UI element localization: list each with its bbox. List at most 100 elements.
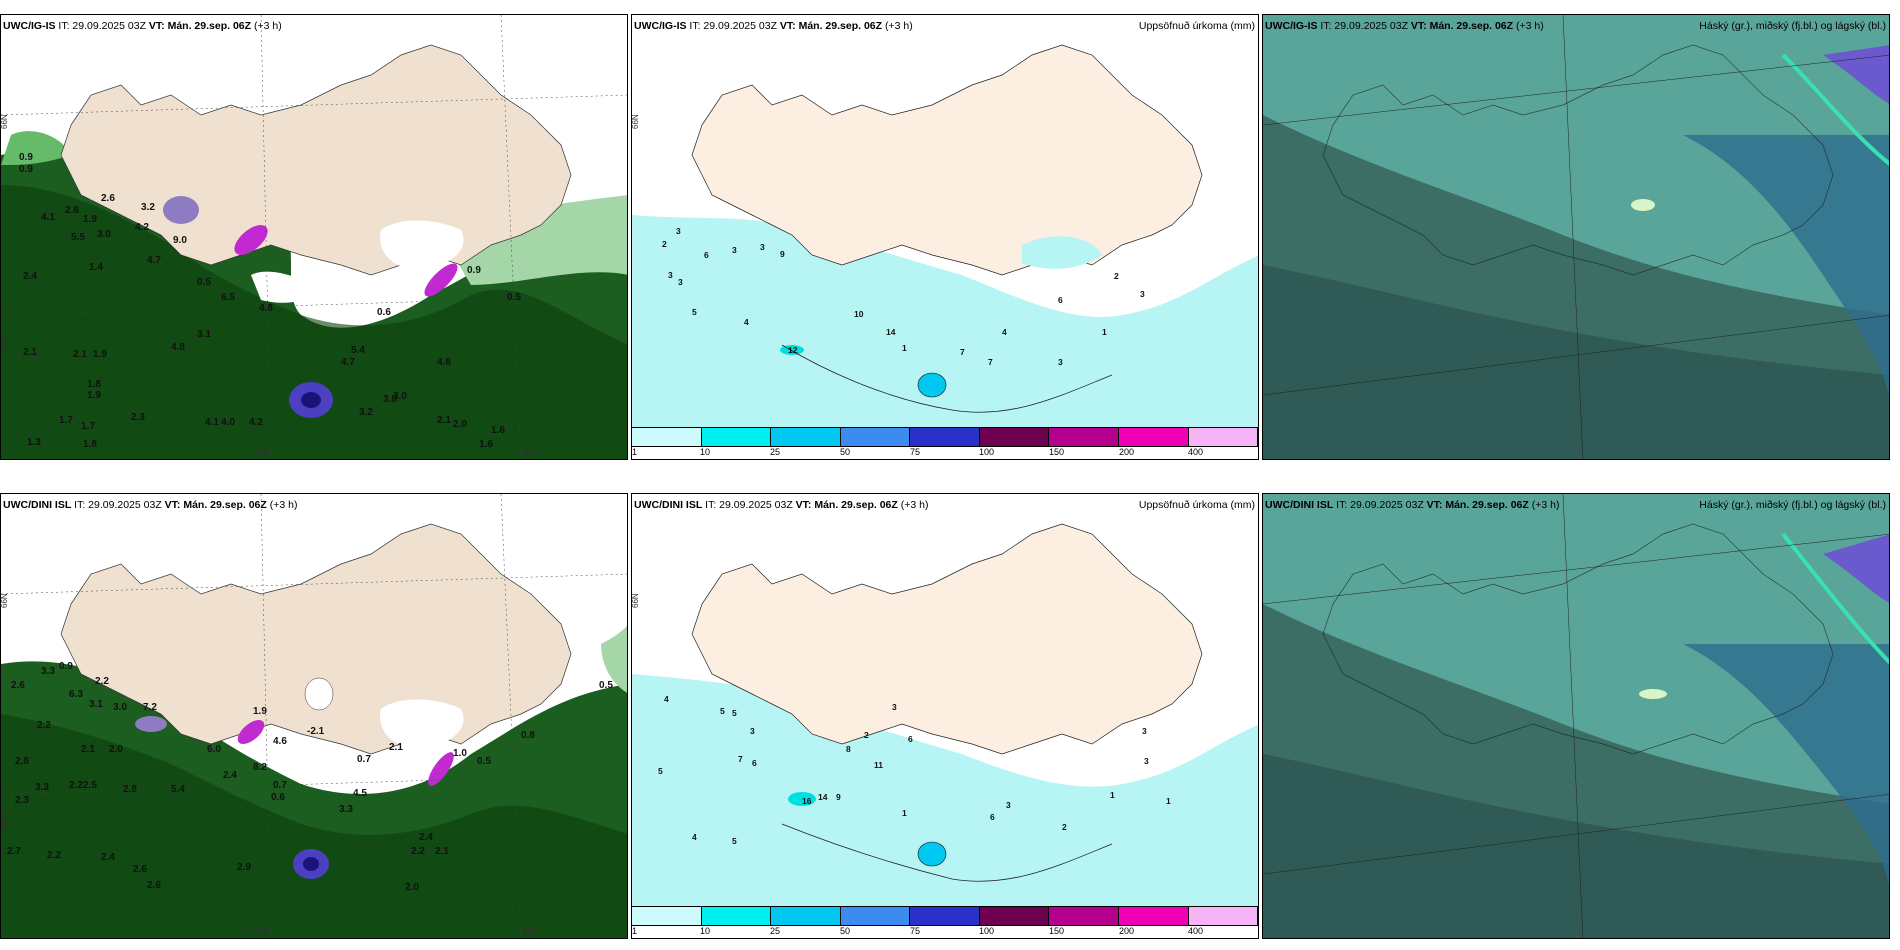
init-time: IT: 29.09.2025 03Z [705, 499, 793, 511]
init-time: IT: 29.09.2025 03Z [1320, 20, 1408, 32]
wind-label: 7.2 [143, 702, 157, 713]
precip-map: 3 2 6 3 3 9 3 3 5 4 10 14 12 1 7 7 4 6 2… [632, 15, 1258, 459]
wind-label: 1.0 [453, 748, 467, 759]
wind-label: 3.2 [359, 407, 373, 418]
precip-label: 14 [886, 327, 896, 337]
precip-label: 8 [846, 744, 851, 754]
colorbar-cell [1049, 907, 1119, 925]
precip-label: 6 [752, 758, 757, 768]
wind-label: 4.8 [171, 342, 185, 353]
lead-time: (+3 h) [900, 499, 929, 511]
precip-label: 1 [902, 808, 907, 818]
wind-label: 2.4 [23, 271, 37, 282]
precip-colorbar [632, 906, 1258, 926]
wind-label: 2.1 [437, 415, 451, 426]
valid-time: VT: Mán. 29.sep. 06Z [1426, 499, 1529, 511]
precip-label: 5 [692, 307, 697, 317]
wind-label: 2.1 [389, 742, 403, 753]
wind-label: 2.7 [7, 846, 21, 857]
wind-label: 0.5 [507, 292, 521, 303]
precip-label: 7 [960, 347, 965, 357]
colorbar-tick: 25 [770, 447, 781, 457]
cloud-map [1263, 15, 1889, 459]
precip-label: 3 [668, 270, 673, 280]
wind-label: 2.8 [123, 784, 137, 795]
panel-header: UWC/IG-IS IT: 29.09.2025 03Z VT: Mán. 29… [634, 20, 913, 32]
precip-label: 3 [750, 726, 755, 736]
wind-label: 6.3 [69, 689, 83, 700]
wind-label: 1.9 [253, 706, 267, 717]
wind-label: 2.1 [435, 846, 449, 857]
precip-label: 2 [662, 239, 667, 249]
precip-label: 6 [704, 250, 709, 260]
precip-label: 1 [902, 343, 907, 353]
panel-header: UWC/IG-IS IT: 29.09.2025 03Z VT: Mán. 29… [3, 20, 282, 32]
wind-label: 4.1 [205, 417, 219, 428]
precip-panel-row1: 3 2 6 3 3 9 3 3 5 4 10 14 12 1 7 7 4 6 2… [631, 14, 1259, 460]
wind-label: 2.1 [23, 347, 37, 358]
valid-time: VT: Mán. 29.sep. 06Z [1410, 20, 1514, 32]
wind-label: -2.1 [307, 726, 325, 737]
lead-time: (+3 h) [1515, 20, 1544, 32]
colorbar-tick: 400 [1188, 447, 1204, 457]
wind-label: 1.9 [87, 390, 101, 401]
wind-label: 2.3 [15, 795, 29, 806]
lat-tick: 65N [1, 334, 9, 349]
wind-label: 2.2 [69, 780, 83, 791]
wind-label: 3.0 [97, 229, 111, 240]
wind-label: 5.4 [171, 784, 185, 795]
wind-label: 0.7 [357, 754, 371, 765]
colorbar-cell [910, 907, 980, 925]
model-name: UWC/DINI ISL [1265, 499, 1334, 511]
wind-label: 6.5 [221, 292, 235, 303]
wind-label: 0.9 [467, 265, 481, 276]
panel-header: UWC/DINI ISL IT: 29.09.2025 03Z VT: Mán.… [1265, 499, 1559, 511]
colorbar-cell [1188, 907, 1258, 925]
wind-label: 4.8 [259, 303, 273, 314]
cloud-map [1263, 494, 1889, 938]
precip-label: 5 [720, 706, 725, 716]
colorbar-tick: 10 [700, 926, 711, 936]
colorbar-tick: 150 [1049, 447, 1065, 457]
wind-label: 1.8 [87, 379, 101, 390]
precip-label: 6 [990, 812, 995, 822]
colorbar-tick: 100 [979, 447, 995, 457]
precip-label: 3 [732, 245, 737, 255]
wind-panel-row1: 0.9 0.9 4.1 2.6 1.9 2.6 3.2 5.5 3.0 4.2 … [0, 14, 628, 460]
wind-label: 0.8 [521, 730, 535, 741]
wind-label: 4.6 [273, 736, 287, 747]
precip-label: 6 [1058, 295, 1063, 305]
model-name: UWC/IG-IS [634, 20, 687, 32]
colorbar-cell [701, 907, 772, 925]
cloud-panel-row1: UWC/IG-IS IT: 29.09.2025 03Z VT: Mán. 29… [1262, 14, 1890, 460]
wind-label: 2.2 [95, 676, 109, 687]
wind-label: 0.9 [59, 661, 73, 672]
wind-label: 2.1 [73, 349, 87, 360]
panel-header: UWC/DINI ISL IT: 29.09.2025 03Z VT: Mán.… [634, 499, 928, 511]
colorbar-cell [979, 907, 1050, 925]
colorbar-tick: 1 [632, 926, 638, 936]
lon-tick: 16W [521, 927, 538, 936]
precip-labels: 4 5 5 3 7 6 5 4 5 2 3 6 8 11 16 14 9 1 6… [658, 694, 1171, 846]
wind-label: 0.5 [197, 277, 211, 288]
precip-labels: 3 2 6 3 3 9 3 3 5 4 10 14 12 1 7 7 4 6 2… [662, 226, 1145, 367]
wind-label: 2.5 [83, 780, 97, 791]
precip-label: 2 [864, 730, 869, 740]
wind-label: 2.6 [133, 864, 147, 875]
precip-label: 7 [738, 754, 743, 764]
wind-label: 2.6 [101, 193, 115, 204]
colorbar-tick: 50 [840, 926, 851, 936]
wind-label: 5.4 [351, 345, 365, 356]
lat-tick: 66N [1, 593, 9, 608]
wind-label: 4.7 [341, 357, 355, 368]
wind-label: 3.3 [41, 666, 55, 677]
wind-label: 4.2 [249, 417, 263, 428]
valid-time: VT: Mán. 29.sep. 06Z [779, 20, 883, 32]
colorbar-tick: 75 [910, 447, 921, 457]
wind-map: 0.9 0.9 4.1 2.6 1.9 2.6 3.2 5.5 3.0 4.2 … [1, 15, 627, 459]
precip-label: 4 [692, 832, 697, 842]
lat-tick: 65N [1, 813, 9, 828]
precip-label: 9 [780, 249, 785, 259]
lat-tick: 66N [632, 593, 640, 608]
wind-label: 1.6 [479, 439, 493, 450]
